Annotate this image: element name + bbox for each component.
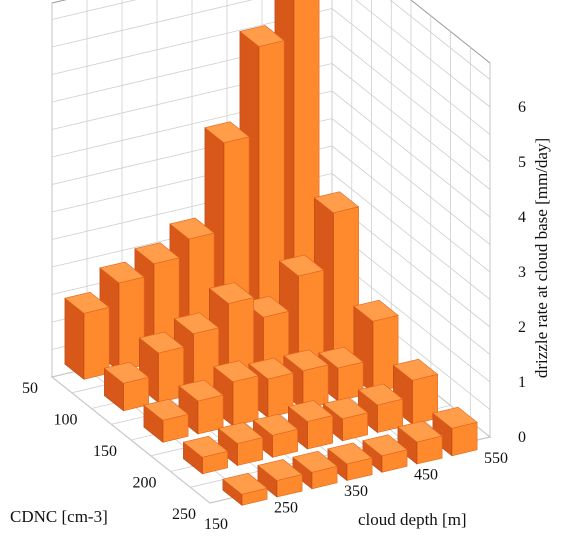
bar-top-face: [169, 217, 215, 240]
bar-200-250: [222, 472, 268, 506]
gridline-side-horizontal: [331, 145, 491, 273]
bar-350-150: [248, 357, 294, 419]
bar-top-face: [278, 254, 325, 277]
bar-top-face: [239, 25, 285, 47]
bar-top-face: [392, 358, 439, 381]
bar-450-200: [357, 383, 404, 434]
bar-top-face: [64, 291, 110, 314]
gridline-back-horizontal: [51, 0, 254, 48]
bar-top-face: [313, 191, 360, 214]
x-tick-label: 150: [204, 516, 228, 533]
bar-top-face: [327, 442, 373, 465]
gridline-side-horizontal: [331, 8, 491, 135]
gridline-side-horizontal: [331, 35, 491, 163]
bar-top-face: [213, 360, 259, 383]
z-tick-label: 0: [518, 429, 526, 446]
bar-top-face: [362, 434, 408, 457]
bar-top-face: [243, 295, 290, 318]
bar-250-100: [138, 331, 185, 404]
z-tick-label: 3: [518, 264, 526, 281]
gridline-side-horizontal: [331, 118, 491, 245]
y-tick-label: 50: [22, 380, 38, 397]
gridline-side-horizontal: [331, 90, 491, 218]
gridline-side-horizontal: [389, 0, 491, 80]
gridline-side-horizontal: [355, 0, 491, 108]
bar-top-face: [353, 299, 399, 322]
gridline-side-horizontal: [331, 63, 491, 190]
bar-350-250: [327, 442, 373, 482]
chart-bars: [64, 0, 478, 506]
bar-top-face: [252, 413, 299, 436]
bar-400-250: [362, 434, 408, 473]
bar-500-250: [432, 406, 478, 457]
bar-top-face: [208, 282, 255, 304]
bar-top-face: [318, 346, 364, 369]
bar-top-face: [99, 261, 145, 284]
x-tick-label: 250: [274, 500, 298, 517]
z-tick-label: 2: [518, 319, 526, 336]
bar-front-face: [232, 375, 259, 427]
bar-top-face: [103, 361, 150, 384]
bar-top-face: [222, 472, 268, 495]
z-tick-label: 5: [518, 154, 526, 171]
bar-top-face: [182, 435, 229, 458]
bar-top-face: [173, 312, 220, 335]
x-tick-label: 350: [344, 483, 368, 500]
x-tick-label: 450: [414, 467, 438, 484]
bar-top-face: [292, 450, 338, 473]
bar-450-250: [397, 420, 443, 465]
z-tick-label: 6: [518, 99, 526, 116]
bar-top-face: [357, 383, 404, 406]
bar-top-face: [287, 400, 334, 422]
bar-top-face: [257, 459, 303, 481]
bar-top-face: [217, 422, 264, 444]
z-tick-label: 4: [518, 209, 526, 226]
x-axis-label: cloud depth [m]: [358, 510, 467, 529]
bar-top-face: [283, 349, 329, 372]
bar-300-250: [292, 450, 338, 490]
y-tick-label: 150: [93, 443, 117, 460]
y-tick-label: 250: [172, 506, 196, 523]
bar-top-face: [138, 331, 185, 354]
bar-top-face: [178, 379, 224, 402]
bar-top-face: [322, 397, 369, 420]
bar-250-250: [257, 459, 303, 498]
y-tick-label: 100: [54, 412, 78, 429]
chart-tick-labels: 0 1 2 3 4 5 6 150 250 350 450 550 50 100 150 200 250: [22, 99, 526, 533]
z-axis-label: drizzle rate at cloud base [mm/day]: [532, 138, 551, 378]
x-tick-label: 550: [484, 450, 508, 467]
z-tick-label: 1: [518, 374, 526, 391]
bar-top-face: [204, 121, 250, 144]
bar-top-face: [143, 398, 189, 421]
gridline-side-horizontal: [331, 173, 491, 300]
y-tick-label: 200: [133, 475, 157, 492]
bar-top-face: [248, 357, 294, 380]
gridline-back-horizontal: [51, 0, 137, 20]
bar-top-face: [134, 242, 180, 265]
bar-200-50: [64, 291, 110, 380]
y-axis-label: CDNC [cm-3]: [10, 507, 108, 526]
bar-200-200: [182, 435, 229, 475]
bar-200-150: [143, 398, 189, 443]
bar-200-100: [103, 361, 150, 412]
bar-250-200: [217, 422, 264, 467]
bar-350-200: [287, 400, 334, 450]
bar-top-face: [432, 406, 478, 429]
bar-top-face: [397, 420, 443, 443]
